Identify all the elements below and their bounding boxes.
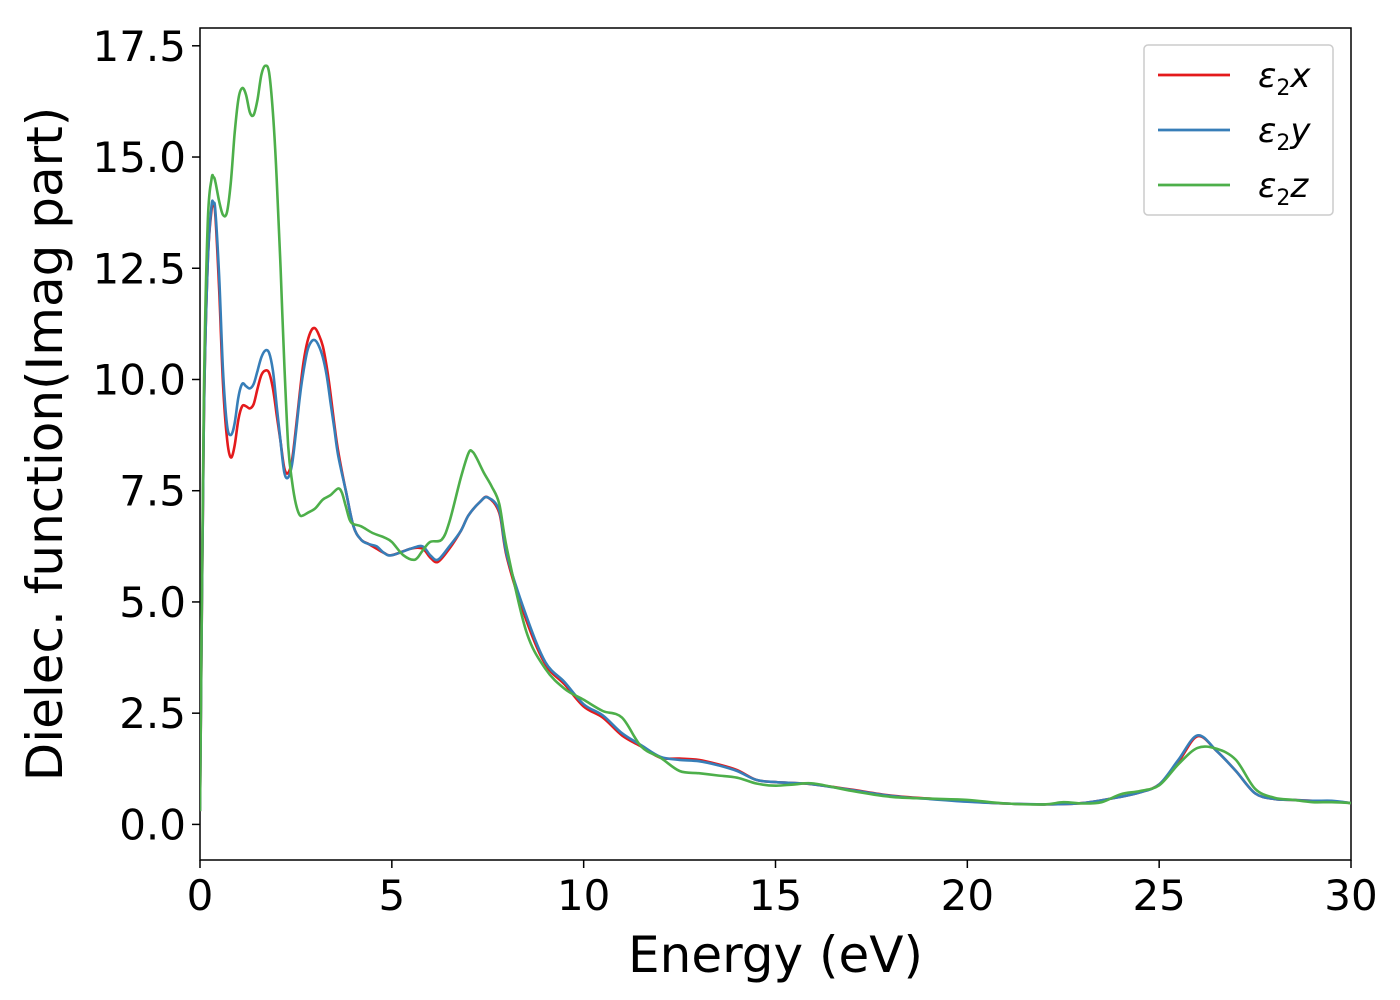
legend-box	[1143, 44, 1334, 216]
x-tick-label: 5	[378, 871, 405, 920]
y-tick-label: 7.5	[119, 467, 186, 516]
x-tick-label: 20	[941, 871, 994, 920]
legend-label-z: ε2z	[1258, 166, 1309, 211]
y-tick-label: 2.5	[119, 689, 186, 738]
x-axis-label: Energy (eV)	[628, 926, 923, 984]
series-layer	[200, 64, 1351, 812]
y-axis: 0.0 2.5 5.0 7.5 10.0 12.5 15.0 17.5	[92, 22, 200, 849]
legend-label-x: ε2x	[1258, 56, 1311, 101]
legend-label-y: ε2y	[1258, 111, 1311, 156]
series-line-y	[200, 199, 1351, 812]
x-tick-label: 25	[1132, 871, 1185, 920]
legend: ε2x ε2y ε2z	[1143, 44, 1334, 216]
x-tick-label: 0	[187, 871, 214, 920]
y-tick-label: 0.0	[119, 800, 186, 849]
x-tick-label: 15	[749, 871, 802, 920]
y-axis-label: Dielec. function(Imag part)	[16, 107, 74, 782]
y-tick-label: 15.0	[92, 133, 186, 182]
y-tick-label: 12.5	[92, 244, 186, 293]
x-tick-label: 30	[1324, 871, 1377, 920]
series-line-x	[200, 203, 1351, 812]
y-tick-label: 10.0	[92, 355, 186, 404]
series-line-z	[200, 64, 1351, 812]
x-axis: 0 5 10 15 20 25 30	[187, 860, 1378, 920]
y-tick-label: 17.5	[92, 22, 186, 71]
x-tick-label: 10	[557, 871, 610, 920]
y-tick-label: 5.0	[119, 578, 186, 627]
